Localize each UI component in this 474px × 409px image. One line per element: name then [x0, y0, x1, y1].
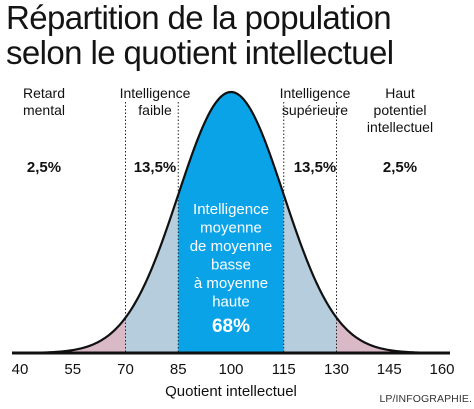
x-tick-label-115: 115	[272, 361, 296, 378]
x-tick-label-40: 40	[12, 361, 29, 378]
percent-label-4: 13,5%	[294, 159, 337, 176]
x-tick-label-85: 85	[170, 361, 187, 378]
credit-text: LP/INFOGRAPHIE.	[379, 393, 472, 405]
region-area-5	[336, 317, 442, 353]
category-label-line: potentiel	[374, 102, 427, 118]
x-tick-label-70: 70	[117, 361, 134, 378]
x-tick-label-145: 145	[377, 361, 402, 378]
middle-label-line-1: Intelligence	[193, 201, 269, 218]
middle-label-line-2: moyenne	[200, 220, 262, 237]
region-area-3	[178, 92, 284, 353]
category-label-line: Retard	[23, 85, 65, 101]
x-axis-label: Quotient intellectuel	[165, 383, 297, 400]
chart-title-line-2: selon le quotient intellectuel	[6, 34, 394, 71]
middle-label-line-3: de moyenne	[190, 238, 273, 255]
percent-label-3: 68%	[212, 316, 250, 337]
category-label-line: mental	[23, 102, 65, 118]
chart-title: Répartition de la population selon le qu…	[6, 0, 472, 70]
category-label-line: Intelligence	[280, 85, 351, 101]
middle-label-line-6: haute	[212, 294, 250, 311]
x-tick-label-130: 130	[324, 361, 349, 378]
category-label-line: intellectuel	[367, 119, 433, 135]
category-label-line: Haut	[385, 85, 415, 101]
bell-curve-outline	[19, 90, 443, 355]
percent-label-5: 2,5%	[383, 159, 417, 176]
percent-label-2: 13,5%	[134, 159, 177, 176]
category-label-line: Intelligence	[120, 85, 191, 101]
middle-label-line-4: basse	[211, 257, 251, 274]
x-tick-label-55: 55	[64, 361, 81, 378]
category-label-line: faible	[138, 102, 172, 118]
percent-label-1: 2,5%	[27, 159, 61, 176]
category-label-line: supérieure	[282, 102, 348, 118]
middle-label-line-5: à moyenne	[194, 275, 268, 292]
region-area-1	[20, 317, 126, 353]
x-tick-label-100: 100	[218, 361, 243, 378]
chart-title-line-1: Répartition de la population	[6, 0, 392, 36]
x-tick-label-160: 160	[429, 361, 454, 378]
